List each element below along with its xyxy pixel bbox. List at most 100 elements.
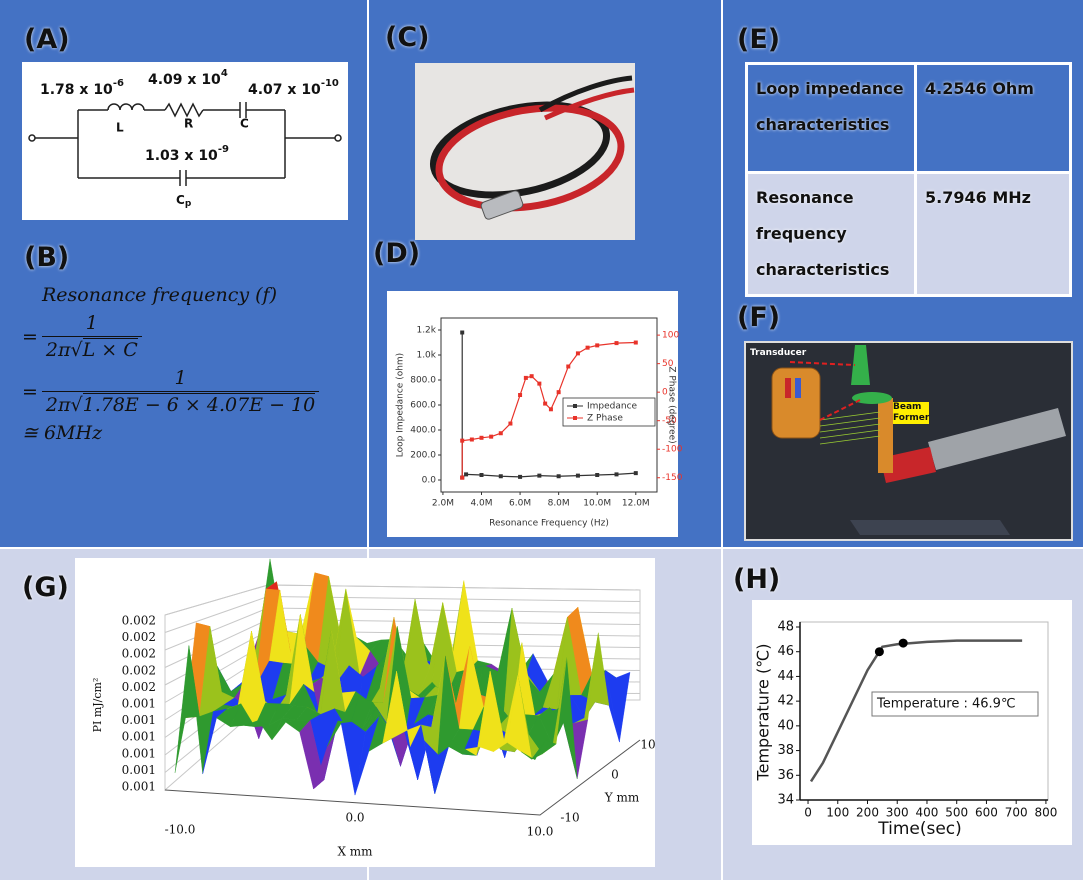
panel-label: (F) [737,302,780,333]
fraction: 1 2π√1.78E − 6 × 4.07E − 10 [42,367,319,416]
point [875,647,884,656]
marker [499,474,503,478]
table-cell: 5.7946 MHz [916,173,1071,296]
z-tick-label: 0.001 [122,780,156,794]
marker [595,343,599,347]
coefficient: 2π√ [46,394,83,416]
panel-label: (G) [22,572,69,603]
fraction: 1 2π√L × C [42,312,142,361]
x-axis-label: Time(sec) [877,819,962,839]
x-tick-label: 0.0 [345,811,364,825]
numerator: 1 [171,367,191,391]
denominator: 2π√1.78E − 6 × 4.07E − 10 [42,391,319,416]
render [745,342,1072,540]
y-tick-label: 40 [777,718,794,733]
y-tick-label: 0.0 [422,476,437,486]
y-tick-label: 44 [777,669,794,684]
x-tick-label: 100 [826,806,849,820]
marker [557,474,561,478]
x-tick-label: -10.0 [165,823,196,837]
x-axis-label: X mm [337,845,373,859]
marker [489,435,493,439]
panel-label: (E) [737,24,780,55]
radicand: L × C [83,338,138,361]
marker [537,474,541,478]
x-axis-label: Resonance Frequency (Hz) [489,519,609,529]
y-tick-label: 600.0 [410,401,436,411]
numerator: 1 [82,312,102,336]
y-tick-label: 10 [640,738,655,752]
z-axis-label: PI mJ/cm² [91,678,104,733]
point [899,639,908,648]
x-tick-label: 800 [1034,806,1057,820]
table-row: Resonance frequency characteristics 5.79… [747,173,1071,296]
panel-label: (B) [24,242,69,273]
cone-base [852,392,892,404]
sign: = [22,381,38,403]
x-tick-label: 10.0M [583,499,611,509]
circuit: 1.78 x 10-6 4.09 x 104 4.07 x 10-10 1.03… [22,62,348,220]
table-cell: Resonance frequency characteristics [747,173,916,296]
marker [543,402,547,406]
marker [595,473,599,477]
coefficient: 2π√ [46,339,83,361]
marker [634,471,638,475]
sign: = [22,326,38,348]
equation-line: ≅ 6MHz [22,422,362,444]
marker [508,422,512,426]
resistor-label: R [184,117,193,131]
z-tick-label: 0.002 [122,680,156,694]
transducer-detail [785,378,791,398]
legend-label: Impedance [587,402,638,412]
base: C [176,193,185,207]
z-tick-label: 0.001 [122,763,156,777]
marker [499,431,503,435]
y-tick-label: 48 [777,620,794,635]
y2-tick-label: -100 [662,445,683,455]
marker [576,351,580,355]
value: 1.03 x 10 [145,148,218,164]
inductor-label: L [116,121,124,135]
y-tick-label: 200.0 [410,451,436,461]
y2-axis-label: Z Phase (degree) [667,366,677,443]
z-tick-label: 0.001 [122,713,156,727]
panel-label: (C) [385,22,430,53]
equation-line: Resonance frequency (f) [22,284,362,306]
marker [634,341,638,345]
capacitor-label: C [240,117,249,131]
z-tick-label: 0.002 [122,614,156,628]
z-tick-label: 0.002 [122,647,156,661]
orange-rod [878,398,893,473]
exponent: 4 [221,68,228,79]
marker [537,382,541,386]
exponent: -6 [113,78,124,89]
panel-label: (H) [733,564,780,595]
marker [524,376,528,380]
y-tick-label: 1.2k [416,326,436,336]
x-tick-label: 400 [916,806,939,820]
x-tick-label: 700 [1005,806,1028,820]
marker [460,331,464,335]
z-tick-label: 0.002 [122,663,156,677]
x-tick-label: 10.0 [527,825,554,839]
y-tick-label: 38 [777,743,794,758]
marker [615,341,619,345]
z-tick-label: 0.001 [122,697,156,711]
y-tick-label: 46 [777,644,794,659]
y-axis-label: Loop Impedance (ohm) [396,353,406,457]
marker [566,364,570,368]
x-tick-label: 6.0M [509,499,531,509]
table-row: Loop impedance characteristics 4.2546 Oh… [747,64,1071,173]
y2-tick-label: 100 [662,331,679,341]
legend-swatch [573,416,577,420]
photo [415,63,635,240]
y-tick-label: 34 [777,793,794,808]
panel-label: (D) [373,238,420,269]
y-tick-label: 36 [777,768,794,783]
marker [470,438,474,442]
figure: 1.78 x 10-6 4.09 x 104 4.07 x 10-10 1.03… [0,0,1083,880]
marker [518,393,522,397]
marker [586,346,590,350]
table-cell: 4.2546 Ohm [916,64,1071,173]
legend-label: Z Phase [587,414,623,424]
